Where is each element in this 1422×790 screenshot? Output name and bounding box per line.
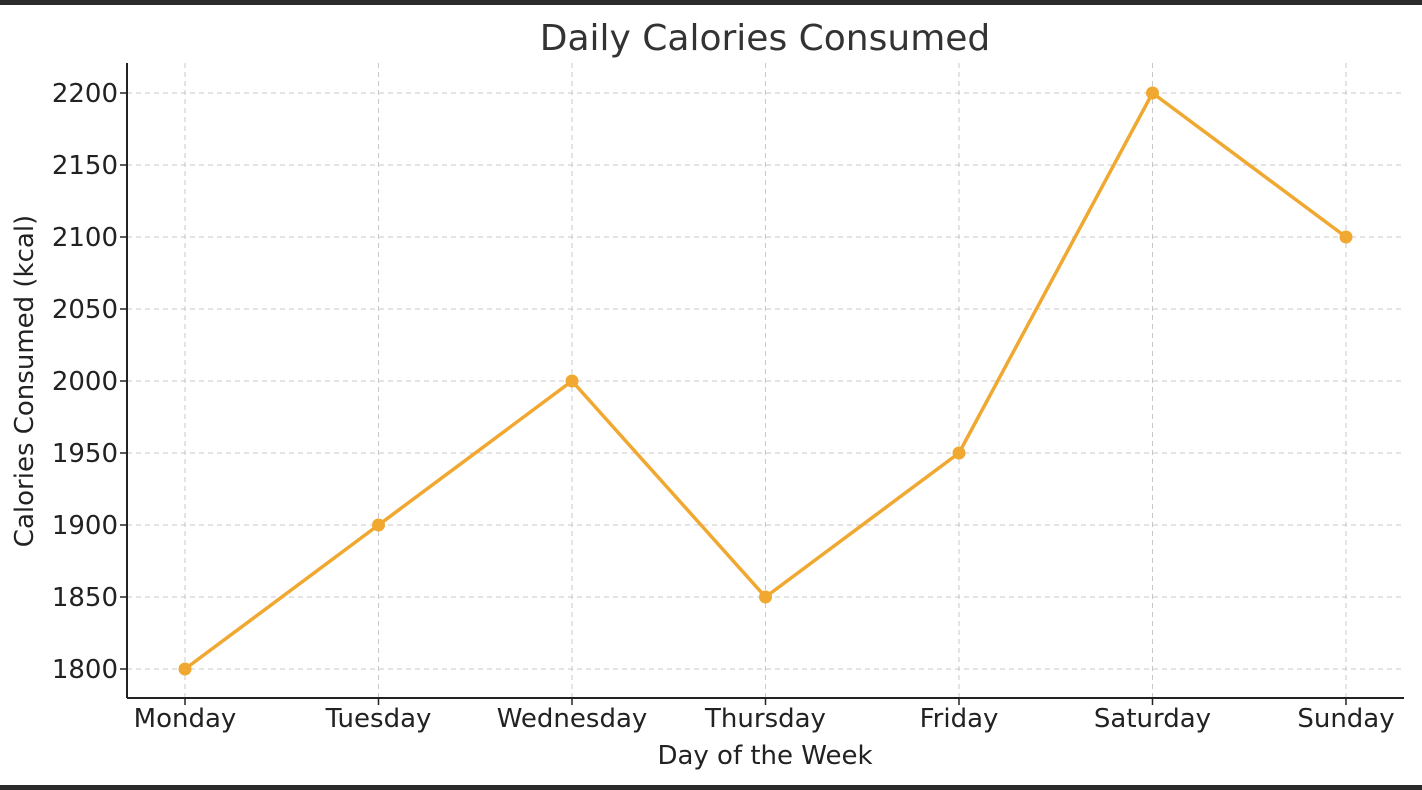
- data-point: [953, 447, 966, 460]
- chart-frame: Daily Calories Consumed 1800 1850 1900 1950…: [0, 5, 1422, 785]
- x-tick-label: Tuesday: [325, 704, 432, 734]
- y-tick-label: 1800: [52, 655, 118, 685]
- y-tick-label: 2000: [52, 367, 118, 397]
- data-point: [179, 663, 192, 676]
- x-tick-label: Wednesday: [497, 704, 648, 734]
- x-tick-label: Monday: [134, 704, 237, 734]
- x-axis-ticks: Monday Tuesday Wednesday Thursday Friday Satu…: [134, 698, 1395, 734]
- x-tick-label: Saturday: [1094, 704, 1211, 734]
- x-tick-label: Thursday: [704, 704, 826, 734]
- y-tick-label: 1850: [52, 583, 118, 613]
- data-point: [759, 591, 772, 604]
- x-tick-label: Sunday: [1297, 704, 1394, 734]
- x-tick-label: Friday: [920, 704, 999, 734]
- data-point: [372, 519, 385, 532]
- y-tick-label: 2200: [52, 79, 118, 109]
- y-axis-ticks: 1800 1850 1900 1950 2000 2050 2100 2150 2200: [52, 79, 127, 685]
- chart-title: Daily Calories Consumed: [540, 18, 991, 59]
- data-point: [1340, 231, 1353, 244]
- y-tick-label: 2150: [52, 151, 118, 181]
- data-point: [1146, 87, 1159, 100]
- data-point: [566, 375, 579, 388]
- y-tick-label: 2050: [52, 295, 118, 325]
- y-tick-label: 2100: [52, 223, 118, 253]
- x-axis-label: Day of the Week: [657, 741, 872, 771]
- y-axis-label: Calories Consumed (kcal): [10, 215, 40, 547]
- y-tick-label: 1950: [52, 439, 118, 469]
- y-tick-label: 1900: [52, 511, 118, 541]
